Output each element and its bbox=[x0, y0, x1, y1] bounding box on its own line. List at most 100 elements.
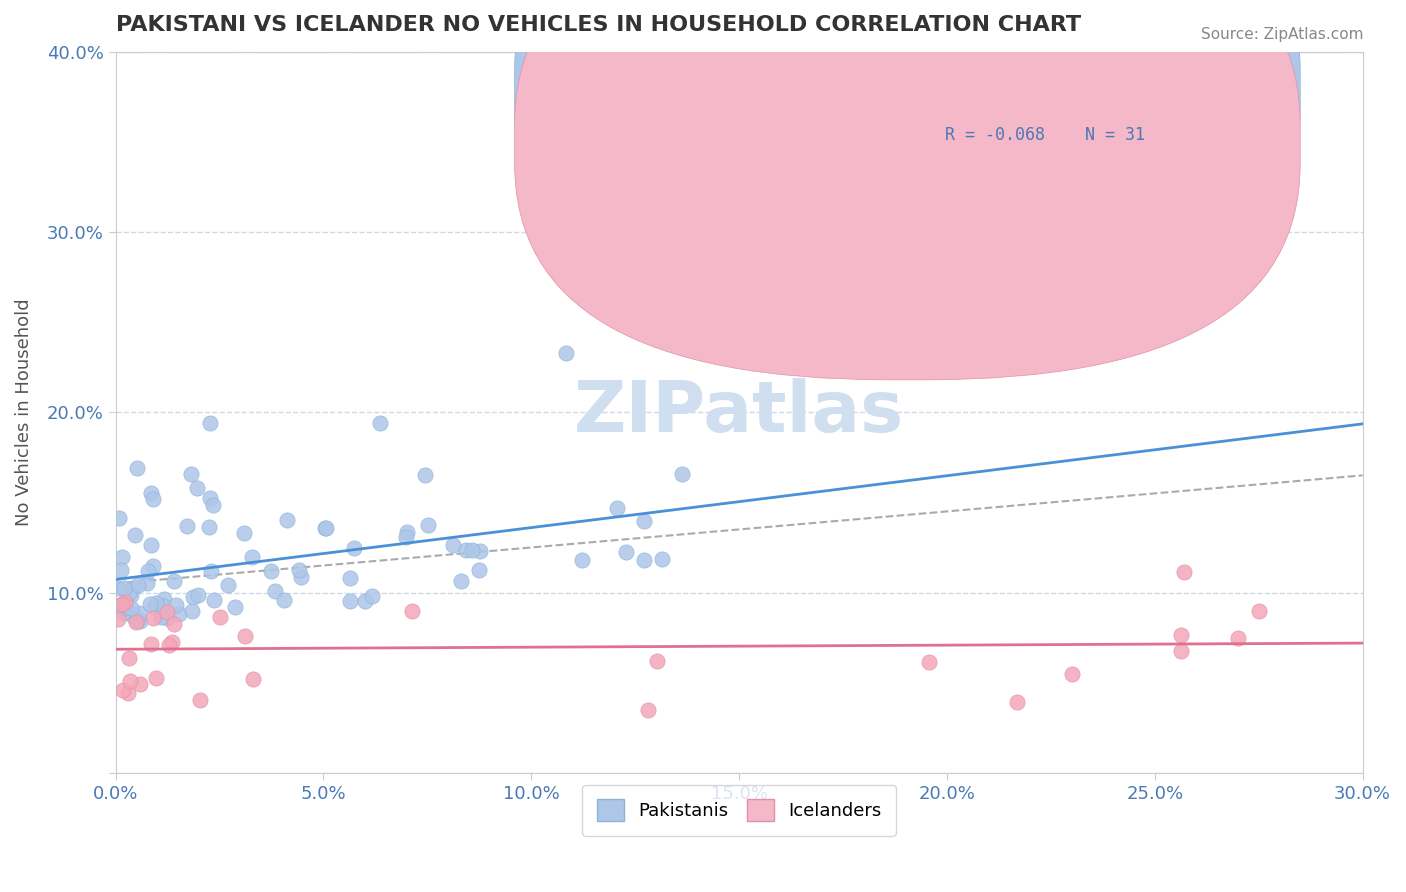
Point bbox=[167, 607, 190, 622]
Point bbox=[200, 416, 222, 430]
Point bbox=[141, 538, 163, 552]
Point bbox=[918, 655, 941, 669]
Point bbox=[418, 517, 440, 532]
Point bbox=[157, 638, 180, 652]
Point bbox=[1226, 631, 1249, 645]
Point bbox=[209, 610, 232, 624]
Point bbox=[181, 590, 204, 604]
Point bbox=[118, 586, 141, 600]
Point bbox=[200, 564, 222, 578]
Point bbox=[110, 598, 132, 612]
Point bbox=[152, 599, 174, 614]
Point bbox=[200, 491, 222, 505]
Point bbox=[224, 600, 246, 615]
Legend: Pakistanis, Icelanders: Pakistanis, Icelanders bbox=[582, 785, 896, 836]
Point bbox=[264, 584, 287, 599]
Point bbox=[259, 564, 281, 578]
Point bbox=[120, 673, 142, 688]
Point bbox=[187, 588, 209, 602]
FancyBboxPatch shape bbox=[515, 0, 1301, 326]
Point bbox=[273, 593, 295, 607]
Point bbox=[117, 686, 139, 700]
Point bbox=[633, 553, 655, 567]
Point bbox=[396, 524, 419, 539]
Point bbox=[242, 549, 264, 564]
Point bbox=[555, 346, 578, 360]
Point bbox=[315, 520, 337, 534]
Point bbox=[111, 549, 134, 564]
Point bbox=[114, 601, 136, 615]
Point bbox=[232, 526, 254, 541]
Point bbox=[107, 581, 129, 595]
Point bbox=[354, 594, 377, 608]
Y-axis label: No Vehicles in Household: No Vehicles in Household bbox=[15, 299, 32, 526]
Text: R = -0.068    N = 31: R = -0.068 N = 31 bbox=[945, 126, 1144, 144]
Point bbox=[233, 630, 256, 644]
Point bbox=[339, 593, 361, 607]
Point bbox=[115, 596, 138, 610]
Point bbox=[188, 693, 211, 707]
Point bbox=[217, 578, 239, 592]
Point bbox=[198, 519, 221, 533]
Point bbox=[142, 611, 165, 625]
Point bbox=[401, 605, 423, 619]
Point bbox=[153, 591, 176, 606]
Point bbox=[111, 606, 134, 620]
Point bbox=[339, 571, 361, 585]
Point bbox=[114, 595, 136, 609]
Point bbox=[201, 498, 224, 512]
Point bbox=[441, 538, 464, 552]
Point bbox=[671, 467, 693, 482]
Point bbox=[120, 588, 142, 602]
Point bbox=[288, 563, 311, 577]
Text: PAKISTANI VS ICELANDER NO VEHICLES IN HOUSEHOLD CORRELATION CHART: PAKISTANI VS ICELANDER NO VEHICLES IN HO… bbox=[115, 15, 1081, 35]
Point bbox=[645, 654, 668, 668]
Point bbox=[413, 468, 436, 483]
Point bbox=[360, 589, 382, 603]
Point bbox=[180, 467, 202, 481]
Point bbox=[314, 521, 336, 535]
Point bbox=[343, 541, 366, 556]
FancyBboxPatch shape bbox=[515, 0, 1301, 380]
Point bbox=[637, 703, 659, 717]
Point bbox=[1060, 666, 1083, 681]
Point bbox=[107, 612, 129, 626]
Point bbox=[120, 601, 142, 615]
Point bbox=[125, 460, 148, 475]
Point bbox=[160, 635, 183, 649]
Point bbox=[1170, 644, 1192, 658]
Point bbox=[651, 552, 673, 566]
Point bbox=[395, 530, 418, 544]
Point bbox=[370, 416, 392, 430]
Point bbox=[138, 564, 160, 578]
Point bbox=[111, 683, 134, 698]
Point bbox=[633, 514, 655, 528]
Point bbox=[141, 485, 163, 500]
Point bbox=[156, 611, 179, 625]
Point bbox=[176, 519, 198, 533]
Point bbox=[616, 545, 638, 559]
Point bbox=[1173, 565, 1195, 579]
Point bbox=[118, 651, 141, 665]
Point bbox=[165, 598, 187, 612]
Point bbox=[467, 563, 489, 577]
Point bbox=[112, 581, 135, 595]
Point bbox=[571, 553, 593, 567]
Point bbox=[163, 574, 186, 588]
Point bbox=[124, 528, 146, 542]
Point bbox=[142, 491, 165, 506]
Point bbox=[242, 672, 264, 686]
Point bbox=[125, 609, 148, 624]
Point bbox=[145, 596, 167, 610]
Point bbox=[143, 600, 166, 615]
Point bbox=[139, 597, 162, 611]
Point bbox=[156, 606, 179, 620]
Point bbox=[135, 576, 157, 591]
Point bbox=[110, 597, 132, 611]
Point bbox=[125, 615, 148, 629]
Point bbox=[163, 616, 186, 631]
Point bbox=[290, 570, 312, 584]
Point bbox=[454, 543, 477, 558]
Point bbox=[142, 559, 165, 574]
Point bbox=[129, 614, 152, 628]
